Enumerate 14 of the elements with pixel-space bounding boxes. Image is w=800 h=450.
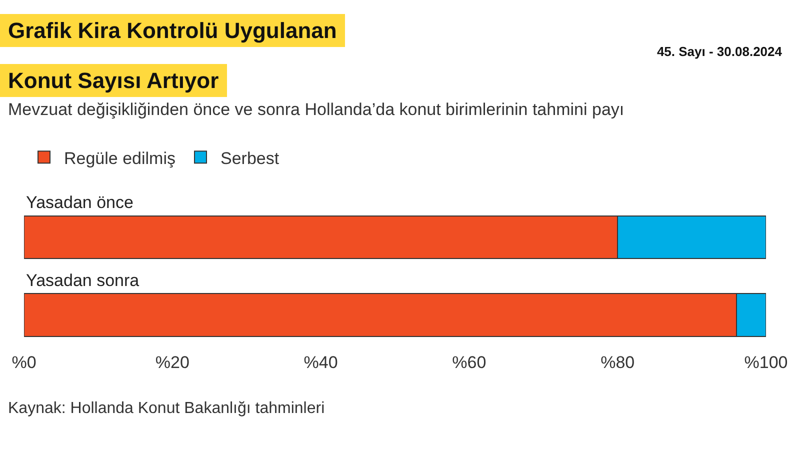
y-tick-label: Yasadan sonra — [26, 271, 140, 290]
text: 45. Sayı - 30.08.2024 — [656, 44, 782, 59]
legend-label: Serbest — [220, 148, 280, 168]
x-tick-label: %20 — [155, 353, 190, 372]
x-tick-label: %0 — [12, 353, 36, 372]
text: Kaynak: Hollanda Konut Bakanlığı tahminleri — [8, 400, 325, 418]
x-tick-label: %40 — [304, 353, 338, 372]
chart-subtitle: Mevzuat değişikliğinden önce ve sonra Hollanda’da konut birimlerinin tahmini payı — [8, 100, 624, 120]
y-tick-label: Yasadan önce — [26, 193, 134, 212]
chart-title: Grafik Kira Kontrolü Uygulanan Konut Sayısı Artıyor — [0, 14, 345, 97]
legend-label: Regüle edilmiş — [64, 148, 176, 168]
x-tick-label: %80 — [600, 353, 635, 372]
x-tick-label: %100 — [744, 353, 788, 372]
x-tick-label: %60 — [452, 353, 486, 372]
